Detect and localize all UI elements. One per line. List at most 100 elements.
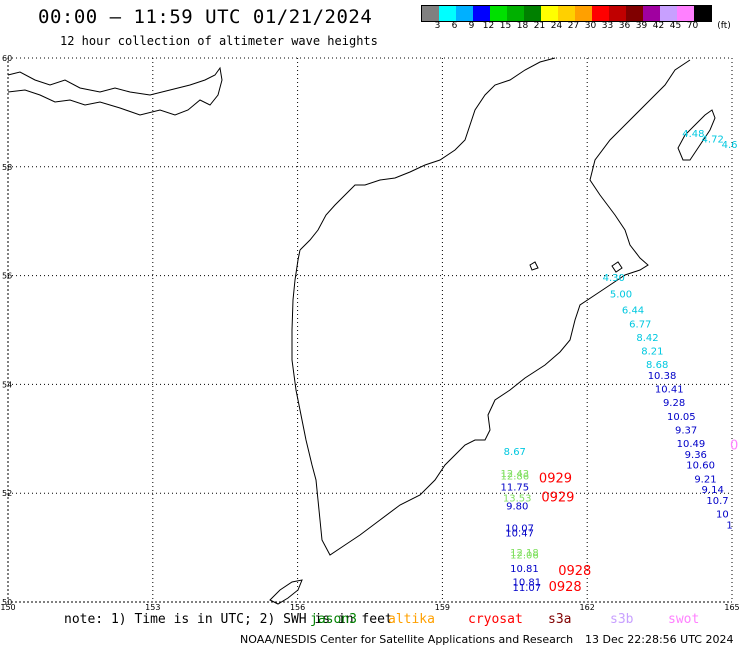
wave-height-label: 10.41: [655, 385, 684, 396]
wave-height-label: 9.37: [675, 425, 697, 436]
axis-tick-labels: 150 153 156 159 162 165 60 58 56 54 52 50: [0, 54, 739, 612]
wave-height-label: 8.67: [504, 447, 526, 458]
colorbar-swatch: [609, 6, 626, 21]
wave-height-label: 9.14: [702, 485, 724, 496]
colorbar-tick-label: 6: [451, 21, 458, 31]
colorbar-tick-label: 15: [499, 21, 512, 31]
colorbar-tick-label: 39: [635, 21, 648, 31]
colorbar-tick-label: 3: [434, 21, 441, 31]
wave-height-label: 10.47: [505, 529, 534, 540]
colorbar-labels: 3 6 9 12 15 18 21 24 27 30 33 36 39 42 45 70 (ft): [421, 21, 740, 35]
lat-tick-label: 56: [2, 272, 12, 281]
colorbar-swatch: [439, 6, 456, 21]
lat-tick-label: 54: [2, 380, 12, 389]
colorbar-tick-label: 45: [669, 21, 682, 31]
satellite-legend-item: cryosat: [468, 612, 523, 627]
colorbar-swatch: [626, 6, 643, 21]
page-subtitle: 12 hour collection of altimeter wave hei…: [60, 34, 378, 48]
credit-text: NOAA/NESDIS Center for Satellite Applica…: [240, 633, 574, 646]
wave-height-label: 4.72: [702, 134, 724, 145]
timestamp-text: 13 Dec 22:28:56 UTC 2024: [585, 633, 734, 646]
lon-tick-label: 156: [290, 603, 305, 612]
wave-height-label: 6.77: [629, 319, 651, 330]
wave-height-label: 12.06: [510, 550, 539, 561]
lat-tick-label: 52: [2, 489, 12, 498]
map-grid: [7, 57, 733, 603]
coastline: [7, 57, 716, 605]
map-frame: [7, 57, 733, 603]
pass-time-label: 0929: [541, 490, 574, 505]
wave-height-label: 9.36: [685, 450, 707, 461]
colorbar-tick-label: 9: [468, 21, 475, 31]
lon-tick-label: 153: [145, 603, 160, 612]
lon-tick-label: 162: [580, 603, 595, 612]
colorbar-tick-label: 36: [618, 21, 631, 31]
colorbar-tick-label: 18: [516, 21, 529, 31]
wave-height-label: 8.68: [646, 360, 668, 371]
colorbar-tick-label: 70: [686, 21, 699, 31]
wave-height-label: 12.18: [510, 548, 539, 559]
lat-tick-label: 60: [2, 54, 12, 63]
colorbar-tick-label: 42: [652, 21, 665, 31]
colorbar-tick-label: 12: [482, 21, 495, 31]
colorbar-swatch: [575, 6, 592, 21]
wave-height-label: 9.28: [663, 398, 685, 409]
satellite-legend-item: altika: [388, 612, 435, 627]
pass-time-label: 0928: [558, 564, 591, 579]
satellite-legend-item: s3a: [548, 612, 572, 627]
wave-height-label: 4.6: [722, 140, 738, 151]
small-island-2: [611, 261, 623, 273]
wave-height-label: 9.21: [694, 474, 716, 485]
wave-height-label: 4.30: [603, 273, 625, 284]
wave-height-label: 11.75: [500, 482, 529, 493]
colorbar-swatch: [507, 6, 524, 21]
colorbar-swatch: [541, 6, 558, 21]
kamchatka-coast: [291, 59, 691, 556]
wave-height-label: 10.49: [677, 439, 706, 450]
wave-height-label: 12.43: [500, 469, 529, 480]
kuril-island: [269, 579, 303, 605]
northwest-coast: [7, 66, 223, 116]
wave-height-label: 10.05: [667, 412, 696, 423]
northern-coast: [299, 57, 556, 251]
lon-tick-label: 165: [724, 603, 739, 612]
colorbar-swatch: [677, 6, 694, 21]
colorbar-swatch: [592, 6, 609, 21]
colorbar-swatch: [456, 6, 473, 21]
wave-height-label: 1: [726, 521, 732, 532]
wave-height-label: 4.48: [682, 129, 704, 140]
wave-height-label: 10.7: [706, 496, 728, 507]
satellite-legend-item: jason3: [310, 612, 357, 627]
colorbar-tick-label: 27: [567, 21, 580, 31]
lat-tick-label: 58: [2, 163, 12, 172]
wave-height-label: 11.07: [513, 583, 542, 594]
colorbar-tick-label: 33: [601, 21, 614, 31]
pass-time-label: 0: [730, 439, 738, 454]
colorbar-swatch: [660, 6, 677, 21]
colorbar-swatch: [473, 6, 490, 21]
wave-height-label: 5.00: [610, 289, 632, 300]
wave-height-label: 10.38: [648, 371, 677, 382]
wave-height-label: 8.42: [636, 333, 658, 344]
colorbar-swatch: [422, 6, 439, 21]
commander-island: [677, 109, 716, 161]
wave-height-label: 10.60: [686, 461, 715, 472]
page-title: 00:00 — 11:59 UTC 01/21/2024: [38, 6, 373, 28]
colorbar-tick-label: 24: [550, 21, 563, 31]
wave-height-label: 10.81: [510, 564, 539, 575]
lon-tick-label: 150: [0, 603, 15, 612]
colorbar-tick-label: 30: [584, 21, 597, 31]
colorbar-tick-label: 21: [533, 21, 546, 31]
satellite-legend-item: swot: [668, 612, 700, 627]
pass-time-label: 0928: [549, 580, 582, 595]
colorbar-unit: (ft): [717, 21, 731, 31]
wave-height-observations: 4.484.724.64.305.006.446.778.428.218.681…: [500, 129, 737, 594]
lon-tick-label: 159: [435, 603, 450, 612]
wave-height-label: 6.44: [622, 306, 644, 317]
wave-height-label: 12.86: [500, 472, 529, 483]
wave-height-label: 10.07: [505, 523, 534, 534]
footer-note: note: 1) Time is in UTC; 2) SWH is in fe…: [64, 612, 393, 627]
